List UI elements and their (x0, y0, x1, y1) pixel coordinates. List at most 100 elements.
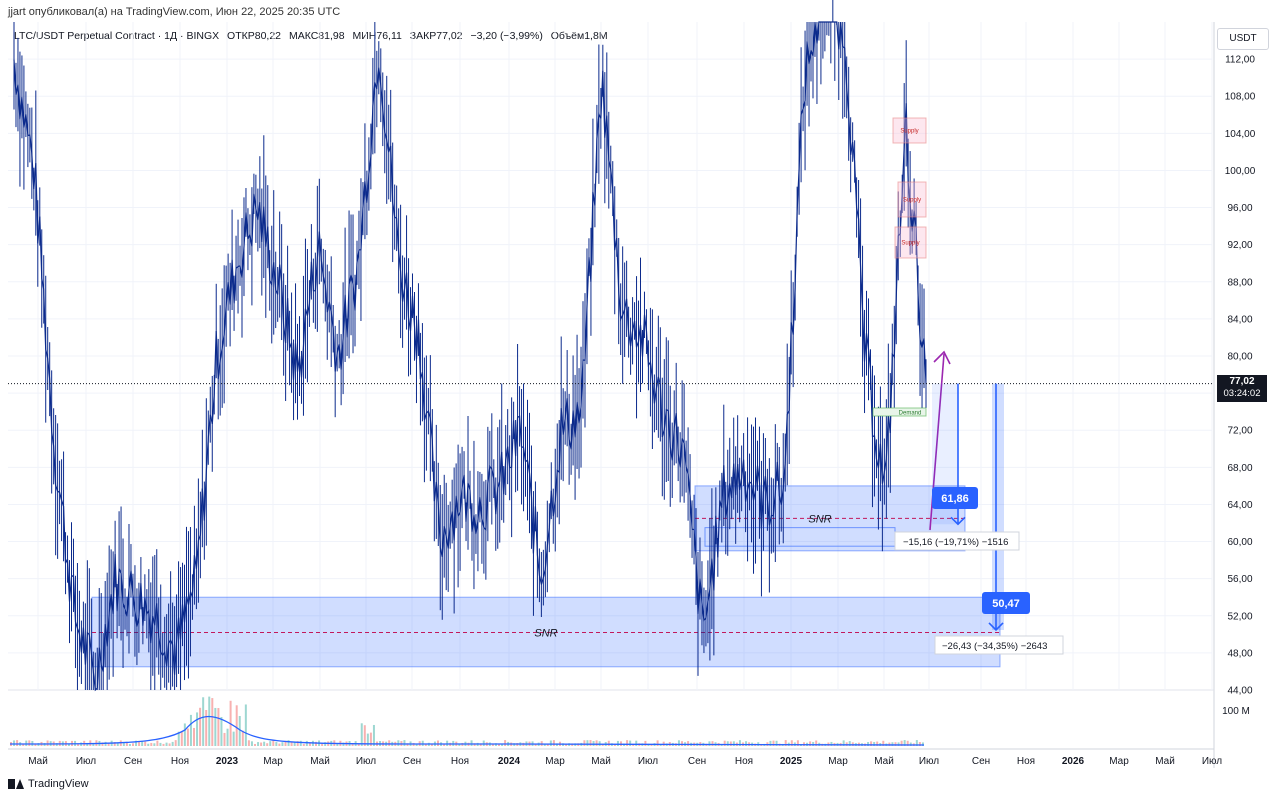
volume-bar (113, 741, 116, 746)
volume-bar (287, 740, 290, 746)
y-tick-label: 100,00 (1225, 166, 1256, 177)
volume-bar (150, 742, 153, 746)
volume-bar (644, 740, 647, 746)
volume-bar (595, 740, 598, 746)
snr-label: SNR (808, 513, 831, 525)
volume-bar (46, 740, 49, 746)
tradingview-logo-icon (8, 779, 24, 789)
volume-bar (498, 743, 500, 746)
volume-bar (217, 708, 220, 746)
volume-bar (275, 742, 278, 746)
volume-bar (534, 743, 537, 746)
volume-bar (67, 743, 70, 746)
volume-bar (909, 742, 912, 746)
volume-bar (189, 714, 192, 746)
x-tick-label: Сен (688, 756, 706, 767)
legend-symbol[interactable]: LTC/USDT Perpetual Contract · 1Д · BINGX (14, 30, 220, 42)
volume-bar (504, 740, 507, 746)
x-tick-label: Ноя (735, 756, 753, 767)
y-tick-label: 56,00 (1227, 574, 1252, 585)
volume-bar (629, 740, 632, 746)
volume-bar (16, 740, 19, 746)
volume-bar (138, 741, 141, 746)
y-tick-label: 72,00 (1227, 426, 1252, 437)
volume-bar (260, 742, 263, 746)
y-tick-label: 112,00 (1225, 55, 1255, 66)
grid (8, 22, 1215, 768)
x-tick-label: Сен (972, 756, 990, 767)
volume-bar (711, 741, 714, 746)
x-tick-label: Май (310, 756, 330, 767)
volume-bar (55, 743, 58, 746)
volume-bar (101, 742, 104, 746)
volume-bar (28, 740, 31, 746)
volume-scale-label: 100 M (1222, 706, 1250, 717)
x-axis: Май Июл Сен Ноя 2023 Мар Май Июл Сен Ноя 2024 Мар Ма… (28, 756, 1222, 767)
x-tick-label: 2025 (780, 756, 803, 767)
x-tick-label: Июл (356, 756, 376, 767)
price-line (13, 21, 927, 692)
volume-bar (775, 740, 778, 746)
volume-bar (491, 743, 494, 746)
volume-bar (891, 742, 894, 746)
volume-bar (406, 743, 409, 746)
volume-bar (235, 705, 238, 746)
volume-bar (430, 743, 433, 746)
x-tick-label: Мар (828, 756, 848, 767)
supply-label: Supply (903, 198, 921, 204)
volume-bar (894, 742, 897, 746)
target-badge (982, 592, 1030, 614)
demand-label: Demand (899, 411, 922, 417)
x-tick-label: 2026 (1062, 756, 1085, 767)
x-tick-label: Ноя (171, 756, 189, 767)
x-tick-label: Май (591, 756, 611, 767)
x-tick-label: Июл (638, 756, 658, 767)
volume-bar (626, 740, 629, 746)
volume-bar (223, 732, 226, 746)
volume-bar (738, 740, 741, 746)
legend-open: ОТКР80,22 (227, 30, 282, 42)
volume-bar (22, 743, 25, 746)
footer[interactable]: TradingView (8, 778, 89, 790)
volume-bar (873, 741, 876, 746)
volume-bar (772, 740, 775, 746)
y-tick-label: 60,00 (1227, 537, 1252, 548)
supply-zone (894, 226, 927, 259)
volume-bar (543, 743, 546, 746)
volume-bar (897, 742, 900, 746)
volume-bar (882, 740, 885, 746)
price-series (13, 0, 927, 692)
volume-bar (851, 742, 854, 746)
volume-bar (921, 742, 924, 746)
y-tick-label: 88,00 (1227, 277, 1252, 288)
currency-button[interactable]: USDT (1217, 28, 1269, 50)
volume-bar (458, 743, 461, 746)
volume-bar (116, 743, 119, 746)
target-upper-label: 61,86 (941, 493, 969, 505)
x-tick-label: 2023 (216, 756, 239, 767)
volume-bar (729, 741, 732, 746)
volume-bar (842, 740, 845, 746)
supply-zone (897, 181, 927, 218)
volume-bar (257, 742, 260, 746)
target-lower-label: 50,47 (992, 598, 1020, 610)
volume-bar (397, 740, 400, 746)
volume-bar (180, 731, 183, 746)
volume-bar (809, 741, 812, 746)
volume-bar (363, 725, 366, 746)
volume-bar (830, 741, 833, 746)
volume-bar (226, 728, 229, 746)
legend-low: МИН76,11 (352, 30, 402, 42)
volume-bar (162, 743, 165, 746)
volume-bar (351, 743, 354, 746)
volume-bar (305, 740, 308, 746)
volume-bar (552, 740, 555, 746)
volume-bar (900, 740, 903, 746)
volume-bar (589, 740, 592, 746)
volume-bar (284, 740, 287, 746)
volume-bar (13, 740, 16, 746)
x-tick-label: Мар (263, 756, 283, 767)
volume-bar (918, 742, 921, 746)
volume-bar (232, 731, 235, 746)
